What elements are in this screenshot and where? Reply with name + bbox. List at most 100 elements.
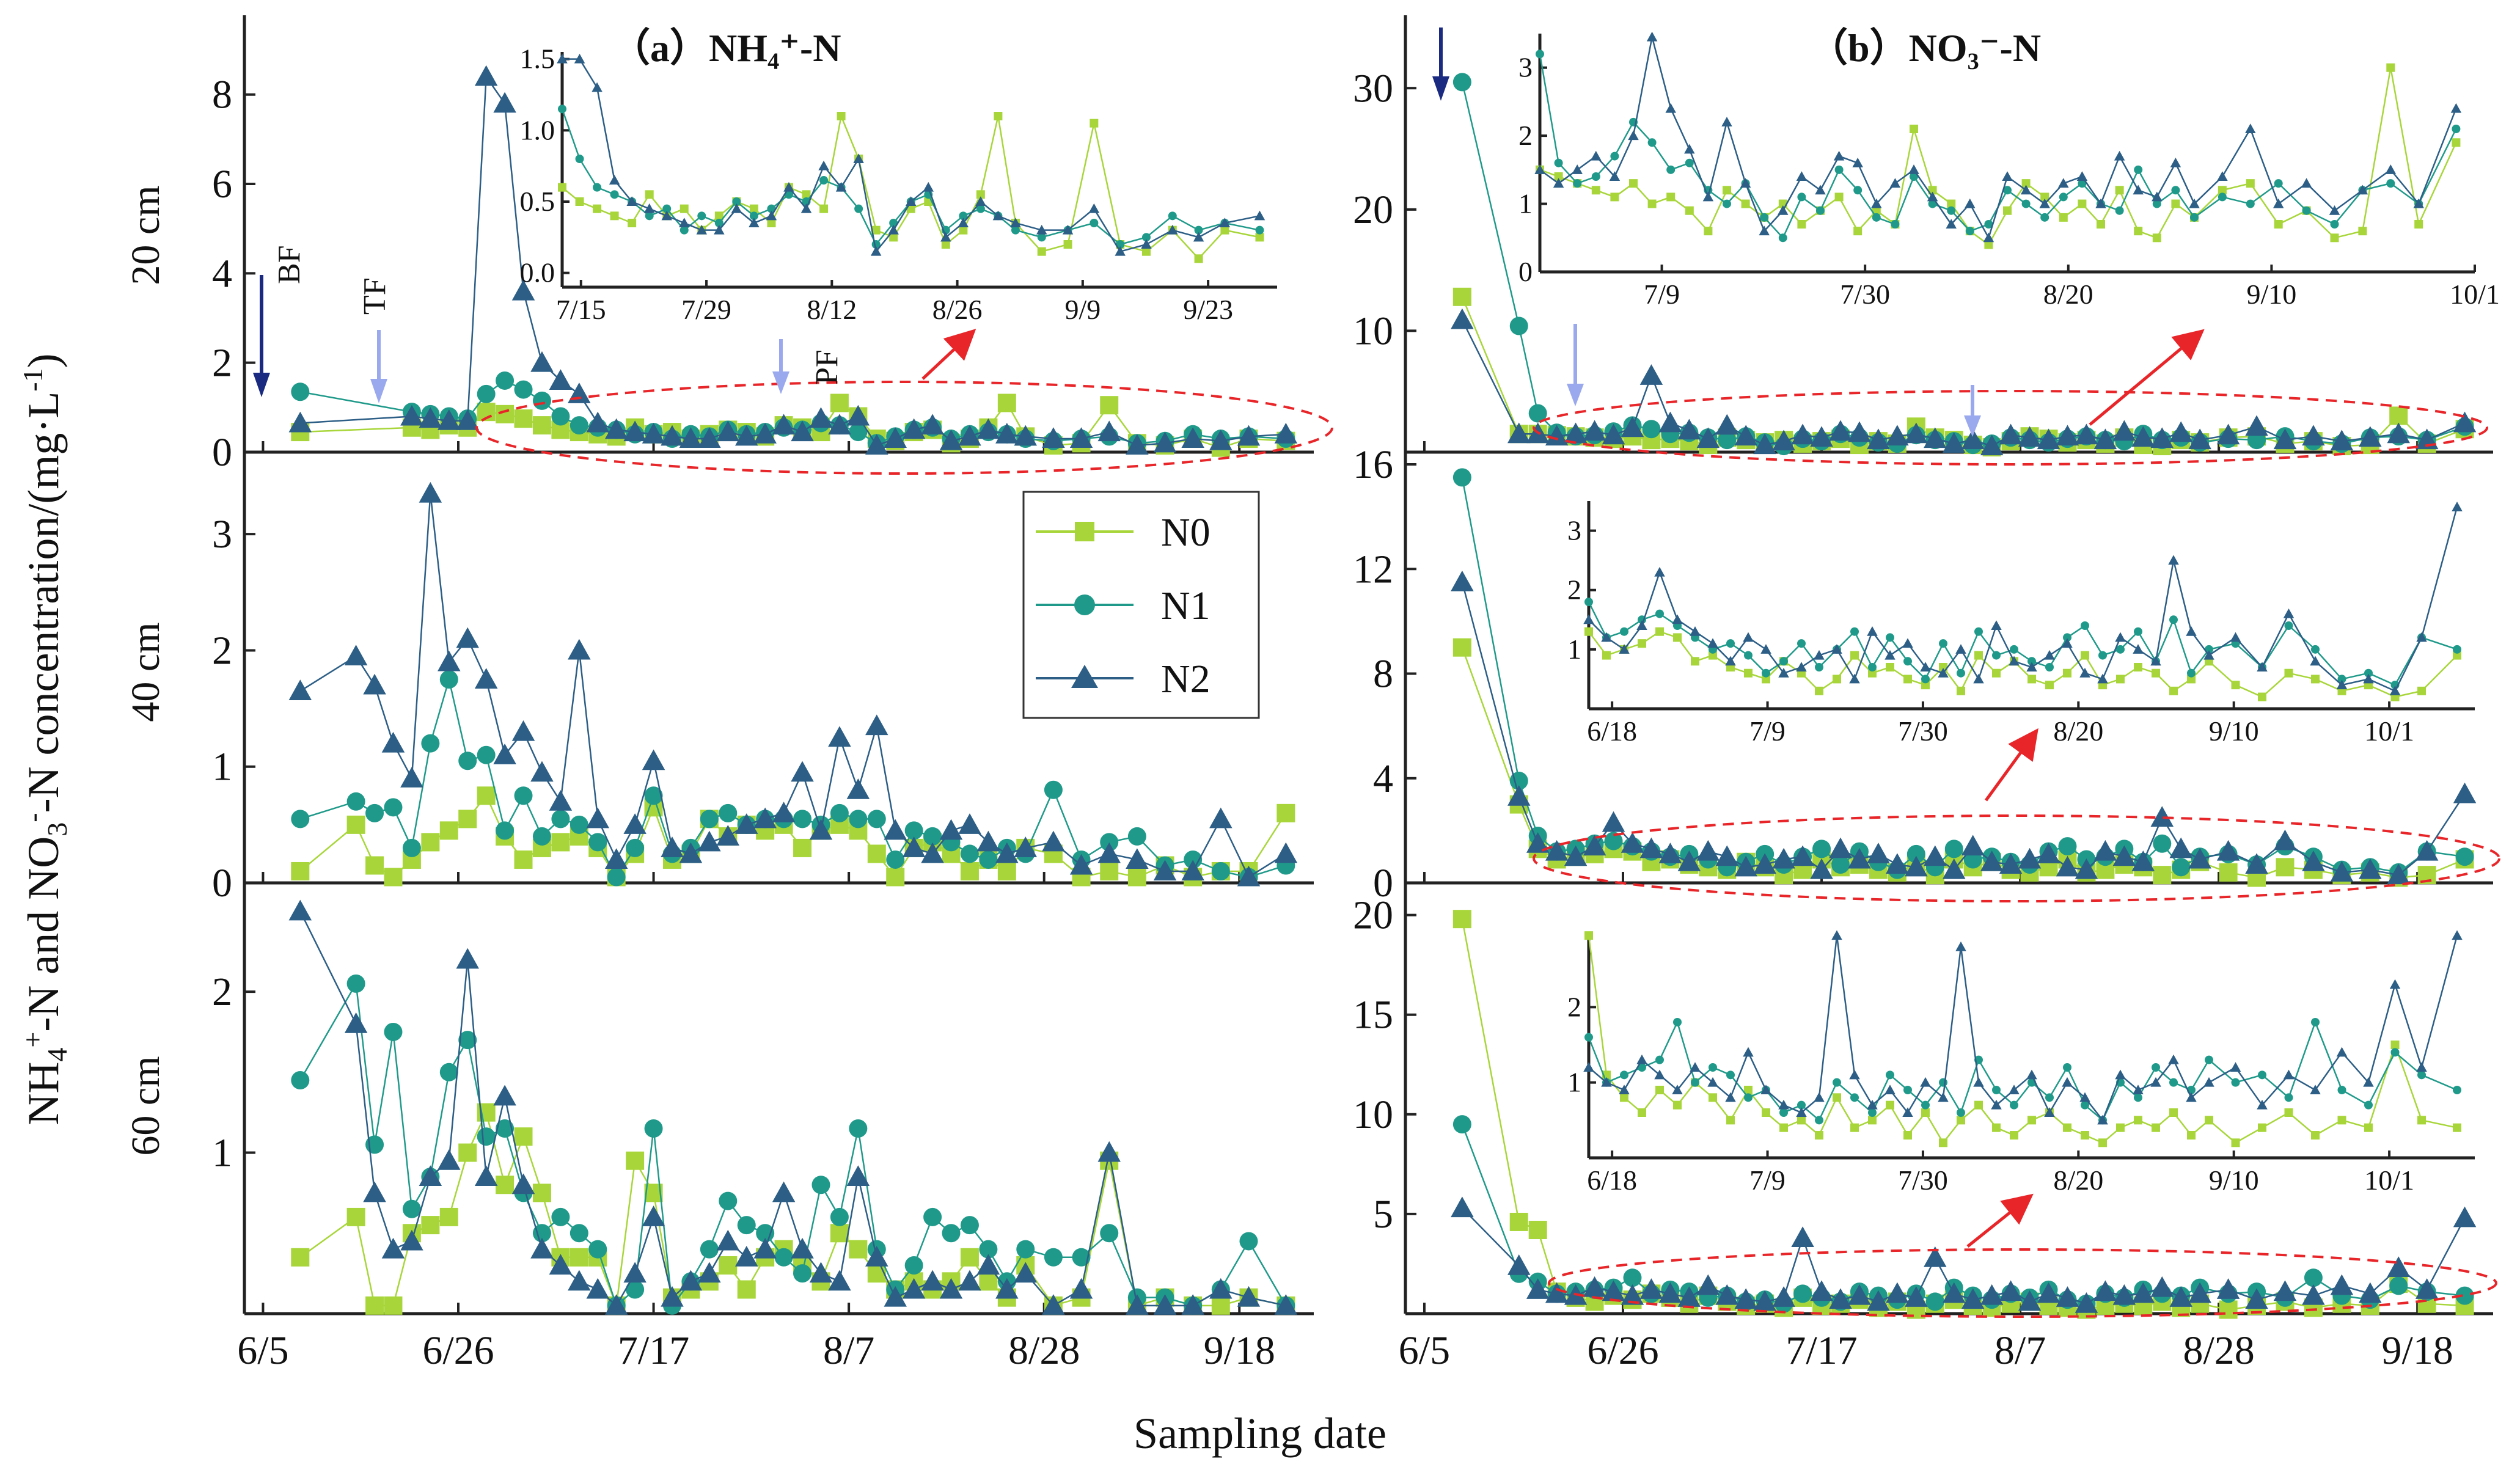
a20-inset-point-n2-29 <box>1088 203 1100 213</box>
b60-inset-point-n0-10 <box>1762 1108 1770 1117</box>
a60-point-n1-31 <box>904 1256 923 1275</box>
b60-inset-point-n0-41 <box>2364 1123 2373 1132</box>
b40-point-n1-24 <box>1944 840 1963 858</box>
b20-inset-point-n1-8 <box>1685 158 1694 167</box>
a20-y-tick-label-3: 6 <box>212 162 232 207</box>
b60-point-n2-13 <box>1734 1288 1757 1309</box>
a40-point-n2-0 <box>288 679 312 701</box>
a20-inset-point-n0-34 <box>1220 225 1229 235</box>
b40-inset-point-n2-17 <box>1885 649 1895 660</box>
b60-point-n2-27 <box>1999 1280 2023 1301</box>
b40-point-n2-17 <box>1810 858 1833 879</box>
a20-inset-point-n2-17 <box>853 153 864 163</box>
b20-inset-point-n1-19 <box>1891 220 1900 229</box>
b40-inset-point-n1-28 <box>2081 621 2089 630</box>
a40-point-n0-7 <box>458 810 477 829</box>
a40-point-n1-9 <box>496 821 515 840</box>
b20-inset-point-n2-4 <box>1609 171 1621 181</box>
a40-point-n1-32 <box>923 827 942 846</box>
b40-point-n1-30 <box>2058 837 2077 856</box>
b60-inset-point-n2-13 <box>1814 1092 1825 1102</box>
a20-inset-point-n0-22 <box>941 240 950 249</box>
b20-point-n2-24 <box>1942 432 1966 453</box>
b40-inset-point-n2-4 <box>1654 566 1665 577</box>
pf-arrow-head <box>772 371 789 394</box>
b60-inset-point-n0-39 <box>2311 1131 2320 1140</box>
b20-inset-point-n0-18 <box>1872 206 1881 215</box>
a40-point-n2-31 <box>902 836 926 857</box>
b60-point-n2-15 <box>1772 1286 1795 1307</box>
b20-inset-point-n2-3 <box>1591 150 1602 161</box>
x-tick-label-a-0: 6/5 <box>237 1328 288 1373</box>
panel-a-40cm: 0 1 2 3 <box>212 452 1314 905</box>
b40-inset-point-n0-17 <box>1886 663 1894 671</box>
b40-inset-point-n1-33 <box>2169 615 2178 624</box>
b60-point-n2-44 <box>2387 1256 2410 1277</box>
b60-point-n2-31 <box>2075 1292 2098 1313</box>
a60-point-n0-27 <box>830 1224 849 1243</box>
x-tick-label-a-5: 9/18 <box>1204 1328 1275 1373</box>
a20-inset-point-n1-33 <box>1194 225 1203 235</box>
b20-inset-point-n1-38 <box>2274 179 2283 188</box>
b60-point-n2-45 <box>2415 1278 2439 1299</box>
a40-point-n2-17 <box>642 749 665 770</box>
a20-inset-y-tick-label-3: 1.5 <box>520 43 555 75</box>
a20-inset-point-n1-23 <box>959 211 968 221</box>
a20-point-n2-0 <box>288 411 312 433</box>
a20-inset-point-n1-8 <box>697 211 706 221</box>
b60-inset-point-n1-36 <box>2231 1078 2240 1087</box>
a20-point-n2-11 <box>586 411 610 433</box>
b20-inset-point-n2-27 <box>2039 198 2050 208</box>
a60-point-n2-45 <box>1237 1286 1261 1307</box>
x-tick-labels-a: 6/5 6/26 7/17 8/7 8/28 9/18 <box>237 1328 1275 1373</box>
b20-inset-point-n0-41 <box>2358 227 2367 236</box>
a20-point-n2-43 <box>1274 422 1298 444</box>
b20-point-n2-25 <box>1961 428 1985 450</box>
b40-point-n2-24 <box>1942 858 1966 879</box>
a20-point-n2-33 <box>995 422 1019 444</box>
a40-point-n1-31 <box>904 821 923 840</box>
a20-point-n1-10 <box>570 416 588 435</box>
a20-point-n0-24 <box>830 393 849 412</box>
a20-inset-point-n1-32 <box>1168 211 1177 221</box>
b20-point-n2-32 <box>2093 428 2117 450</box>
b-bf-arrow-head <box>1432 76 1449 101</box>
a40-y-tick-label-3: 3 <box>212 512 232 557</box>
b60-inset-point-n2-6 <box>1690 1062 1701 1072</box>
a20-inset-line-n2 <box>562 58 1260 254</box>
a20-inset-point-n0-4 <box>628 219 637 227</box>
a40-point-n0-46 <box>1276 803 1295 822</box>
b20-inset-point-n0-1 <box>1554 172 1563 181</box>
a20-inset-point-n1-17 <box>854 204 863 213</box>
a40-point-n2-40 <box>1097 842 1121 863</box>
b60-point-n2-35 <box>2150 1276 2174 1297</box>
b40-y-tick-label-0: 0 <box>1373 861 1393 905</box>
b60-inset-point-n0-12 <box>1797 1116 1806 1125</box>
b60-point-n2-9 <box>1658 1282 1682 1303</box>
a40-point-n1-3 <box>384 798 403 817</box>
b40-inset-point-n0-28 <box>2081 651 2089 660</box>
b60-inset-point-n0-25 <box>2027 1116 2036 1125</box>
b60-inset-point-n1-12 <box>1797 1100 1806 1110</box>
b60-inset-point-n1-40 <box>2337 1086 2346 1094</box>
b20-point-n1-0 <box>1452 73 1471 92</box>
a20-inset-point-n2-24 <box>975 196 986 206</box>
a60-point-n1-39 <box>1072 1248 1091 1267</box>
b40-inset-point-n2-30 <box>2115 632 2126 642</box>
y-axis-title-close: ) <box>19 353 68 368</box>
a60-point-n2-28 <box>846 1165 870 1187</box>
b60-point-n2-10 <box>1677 1286 1701 1307</box>
b20-inset-point-n2-32 <box>2133 185 2144 195</box>
b60-inset-point-n1-41 <box>2364 1100 2373 1110</box>
b40-inset-point-n0-33 <box>2169 686 2178 695</box>
b40-inset-point-n2-8 <box>1725 656 1736 666</box>
b40-inset-y-tick-label-2: 3 <box>1567 515 1581 546</box>
b40-point-n2-15 <box>1772 847 1795 869</box>
b40-inset-point-n1-23 <box>1992 651 2001 660</box>
a40-point-n2-8 <box>474 668 498 689</box>
b20-inset-point-n1-32 <box>2134 165 2143 174</box>
a40-point-n0-8 <box>477 786 496 805</box>
b40-inset-point-n1-11 <box>1779 657 1788 666</box>
a60-point-n2-16 <box>623 1262 646 1283</box>
